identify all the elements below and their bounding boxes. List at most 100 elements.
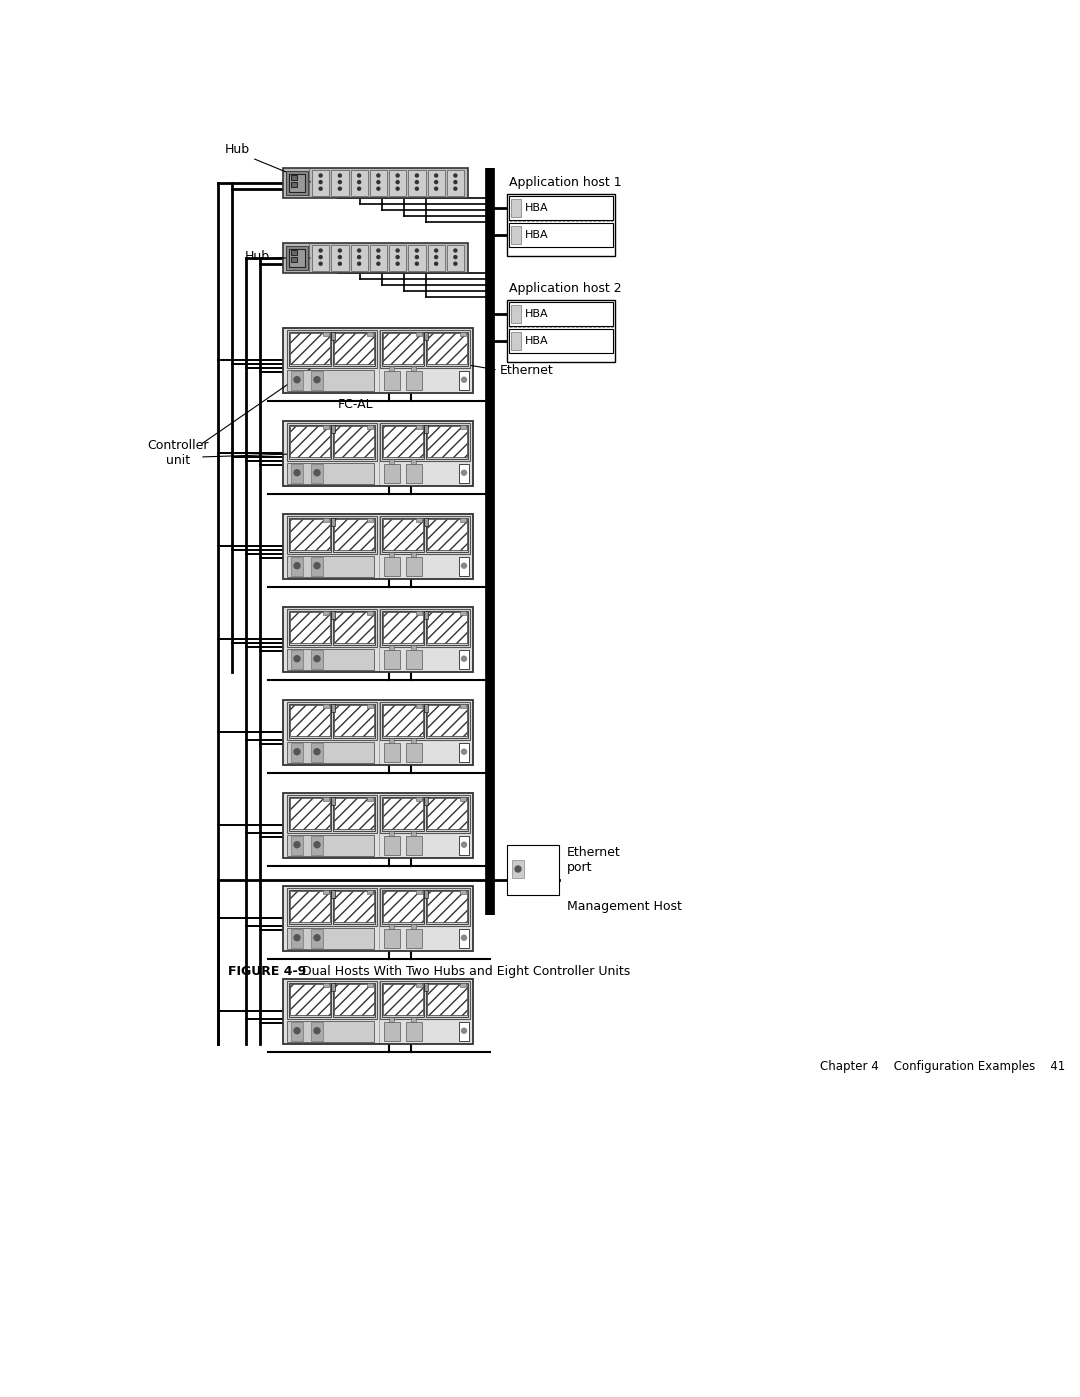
Circle shape [377, 175, 380, 177]
Bar [291, 370, 303, 390]
Bar [384, 464, 400, 483]
Bar [416, 798, 422, 800]
Circle shape [294, 563, 300, 569]
Bar [426, 610, 468, 644]
Text: Application host 2: Application host 2 [509, 282, 622, 295]
Bar [382, 518, 424, 552]
Bar [411, 738, 416, 743]
Bar [287, 834, 374, 856]
Bar [511, 198, 521, 217]
Bar [459, 1021, 469, 1041]
Circle shape [396, 263, 400, 265]
Bar [287, 981, 377, 1018]
Bar [380, 981, 470, 1018]
Bar [367, 798, 373, 800]
Circle shape [314, 655, 320, 662]
Bar [384, 370, 400, 390]
Bar [289, 798, 330, 831]
Bar [426, 518, 468, 552]
Bar [389, 831, 394, 835]
Bar [389, 738, 394, 743]
Text: Dual Hosts With Two Hubs and Eight Controller Units: Dual Hosts With Two Hubs and Eight Contr… [291, 965, 631, 978]
Circle shape [314, 842, 320, 848]
Circle shape [357, 256, 361, 258]
Bar [424, 704, 428, 712]
Bar [406, 464, 422, 483]
Bar [511, 226, 521, 244]
Circle shape [461, 471, 467, 475]
Bar [424, 983, 428, 990]
Bar [416, 610, 422, 615]
Bar [382, 890, 424, 923]
Bar [289, 890, 330, 923]
Circle shape [461, 1028, 467, 1034]
Circle shape [461, 842, 467, 847]
Bar [333, 890, 375, 923]
Bar [287, 1021, 374, 1042]
Bar [389, 552, 394, 556]
Bar [291, 182, 297, 187]
Bar [408, 170, 426, 196]
Bar [460, 332, 465, 337]
Bar [426, 332, 468, 366]
Bar [383, 705, 423, 736]
Bar [289, 704, 330, 738]
Circle shape [294, 842, 300, 848]
Bar [287, 888, 377, 926]
Text: Application host 1: Application host 1 [509, 176, 622, 189]
Circle shape [319, 187, 322, 190]
Bar [332, 244, 349, 271]
Circle shape [314, 469, 320, 476]
Bar [380, 330, 470, 367]
Circle shape [461, 935, 467, 940]
Circle shape [319, 175, 322, 177]
Bar [367, 890, 373, 894]
Circle shape [434, 180, 437, 183]
Bar [384, 650, 400, 669]
Bar [330, 425, 335, 433]
Bar [389, 366, 394, 370]
Bar [333, 798, 375, 831]
Bar [428, 170, 445, 196]
Bar [291, 250, 297, 256]
Bar [323, 890, 329, 894]
Circle shape [434, 187, 437, 190]
Bar [287, 795, 377, 833]
Bar [384, 929, 400, 949]
Bar [383, 983, 423, 1014]
Bar [509, 302, 613, 326]
Bar [384, 743, 400, 761]
Bar [507, 300, 615, 362]
Bar [291, 891, 330, 922]
Circle shape [454, 256, 457, 258]
Bar [283, 608, 473, 672]
Bar [380, 888, 470, 926]
Text: Chapter 4    Configuration Examples    41: Chapter 4 Configuration Examples 41 [820, 1060, 1065, 1073]
Circle shape [314, 1028, 320, 1034]
Bar [312, 170, 329, 196]
Circle shape [314, 563, 320, 569]
Bar [283, 979, 473, 1044]
Text: HBA: HBA [525, 203, 549, 212]
Bar [459, 650, 469, 669]
Bar [291, 835, 303, 855]
Bar [283, 420, 473, 486]
Circle shape [396, 256, 400, 258]
Bar [428, 244, 445, 271]
Bar [427, 983, 467, 1014]
Bar [334, 520, 374, 549]
Circle shape [319, 263, 322, 265]
Bar [283, 328, 473, 393]
Bar [406, 1021, 422, 1041]
Bar [367, 425, 373, 429]
Bar [311, 556, 323, 576]
Bar [291, 929, 303, 949]
Bar [323, 610, 329, 615]
Circle shape [461, 563, 467, 569]
Bar [287, 648, 374, 671]
Bar [287, 609, 377, 647]
Bar [283, 168, 468, 198]
Bar [333, 704, 375, 738]
Bar [311, 1021, 323, 1041]
Circle shape [377, 249, 380, 251]
